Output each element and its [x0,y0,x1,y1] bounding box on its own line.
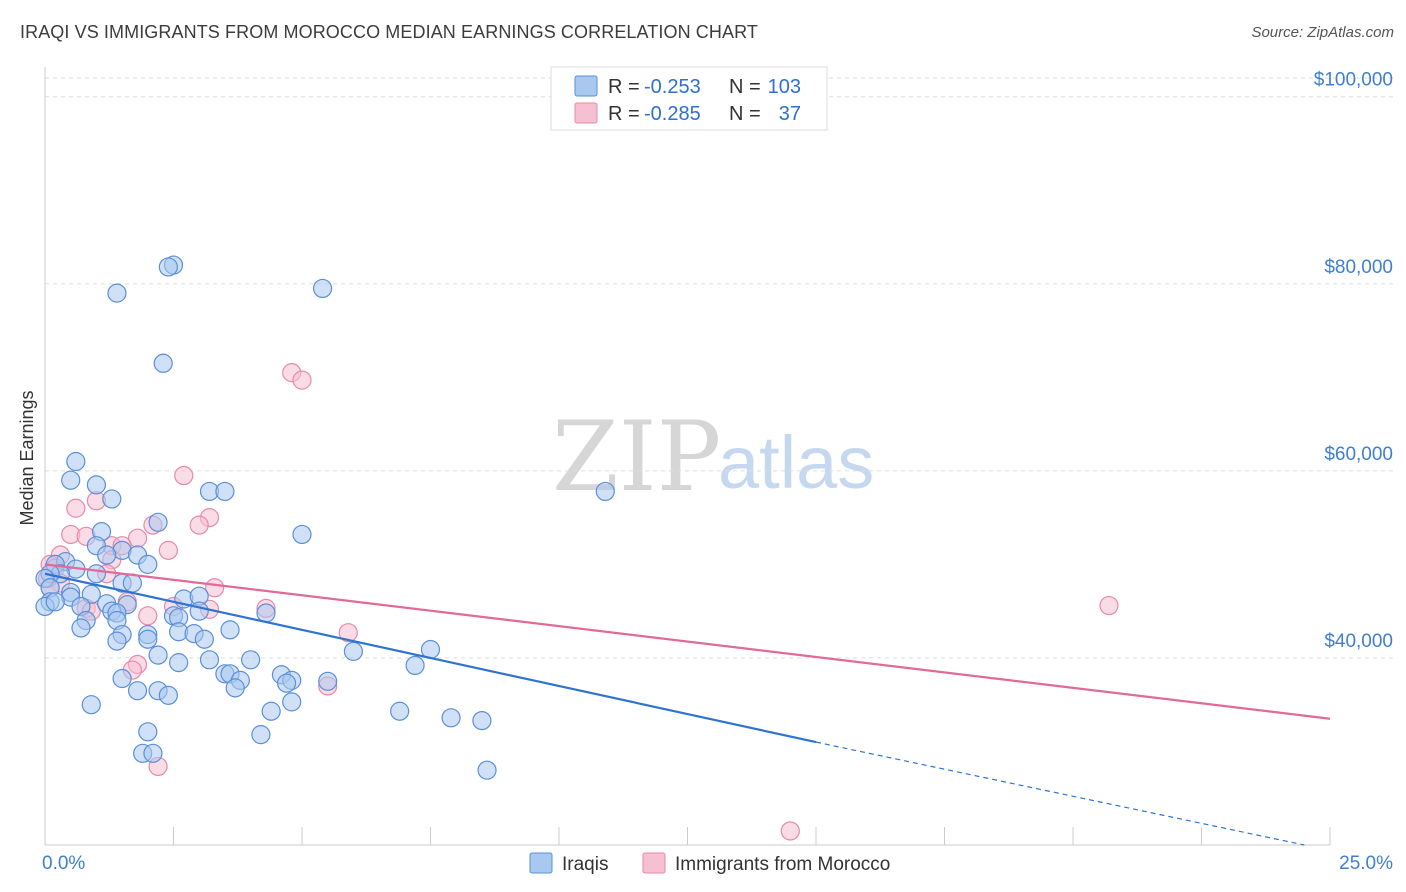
morocco-point [292,370,312,390]
iraqi-point [405,655,425,676]
iraqi-point [220,620,240,640]
trendline-morocco [44,563,1331,720]
iraqi-point [318,671,338,691]
watermark-atlas: atlas [718,421,874,504]
iraqi-point [153,353,173,373]
iraqi-point [138,629,158,649]
chart-title: IRAQI VS IMMIGRANTS FROM MOROCCO MEDIAN … [20,22,758,42]
iraqi-point [45,592,65,612]
iraqi-point [122,573,142,593]
morocco-point [174,465,194,486]
trend-lines [44,563,1331,846]
iraqi-point [441,708,461,728]
bottom-legend-swatch-iraqis [529,852,553,874]
iraqi-point [199,650,220,670]
legend-r-label-morocco: R = [608,103,640,125]
x-tick-label-end: 25.0% [1339,853,1393,874]
iraqi-point [107,631,127,651]
legend-r-label-iraqis: R = [608,76,640,98]
iraqi-point [138,554,158,574]
iraqi-point [261,701,281,721]
iraqi-point [189,601,209,621]
legend-r-value-iraqis: -0.253 [644,76,701,98]
morocco-point [1099,595,1119,616]
iraqi-point [215,481,235,502]
iraqi-point [595,481,615,502]
iraqi-point [158,257,178,277]
legend-r-value-morocco: -0.285 [644,103,701,125]
legend-n-label-iraqis: N = [729,76,761,98]
morocco-point [780,821,800,841]
morocco-point [138,606,158,626]
legend-n-value-morocco: 37 [779,103,801,125]
iraqi-point [127,681,148,701]
y-tick-labels: $40,000 $60,000 $80,000 $100,000 [1314,70,1393,652]
morocco-point [158,540,178,560]
iraqi-point [256,603,276,623]
iraqi-point [71,618,91,638]
series-iraqis-points [35,255,615,780]
iraqi-point [225,678,245,698]
morocco-point [66,498,86,518]
bottom-legend: Iraqis Immigrants from Morocco [529,852,890,875]
iraqi-point [66,451,86,472]
bottom-legend-label-morocco: Immigrants from Morocco [675,854,890,875]
trendline-iraqis-extension [815,741,1305,846]
iraqi-point [390,701,410,721]
iraqi-point [112,668,132,689]
iraqi-point [107,283,127,303]
iraqi-point [102,489,122,509]
iraqi-point [343,641,363,661]
legend-swatch-iraqis [574,75,598,97]
iraqi-point [86,475,107,495]
axes [44,67,1331,846]
legend-swatch-morocco [574,102,598,124]
iraqi-point [477,760,497,780]
y-tick-label: $100,000 [1314,70,1393,91]
y-axis-label: Median Earnings [17,390,37,525]
morocco-point [338,623,358,643]
iraqi-point [194,629,214,649]
iraqi-point [276,673,297,693]
source-label: Source: ZipAtlas.com [1251,24,1394,41]
iraqi-point [61,470,81,490]
gridlines [45,77,1393,659]
morocco-point [189,515,209,535]
iraqi-point [282,692,302,712]
watermark: ZIP atlas [552,401,874,513]
y-tick-label: $60,000 [1324,444,1393,465]
bottom-legend-swatch-morocco [642,852,666,874]
iraqi-point [97,545,117,565]
iraqi-point [143,743,163,763]
y-tick-label: $40,000 [1324,631,1393,652]
iraqi-point [138,722,158,742]
iraqi-point [81,695,101,715]
iraqi-point [158,685,178,705]
iraqi-point [86,564,107,584]
iraqi-point [472,710,492,731]
bottom-legend-label-iraqis: Iraqis [562,854,608,875]
iraqi-point [148,512,168,532]
watermark-zip: ZIP [552,401,721,513]
y-tick-label: $80,000 [1324,257,1393,278]
iraqi-point [148,645,168,665]
legend-n-value-iraqis: 103 [768,76,801,98]
legend-n-label-morocco: N = [729,103,761,125]
legend-box: R = -0.253 N = 103 R = -0.285 N = 37 [550,66,828,131]
iraqi-point [251,725,271,745]
iraqi-point [169,653,189,673]
x-tick-label-start: 0.0% [42,853,85,874]
iraqi-point [292,524,312,545]
iraqi-point [312,278,333,299]
trendline-iraqis [44,572,817,744]
iraqi-point [241,650,261,670]
